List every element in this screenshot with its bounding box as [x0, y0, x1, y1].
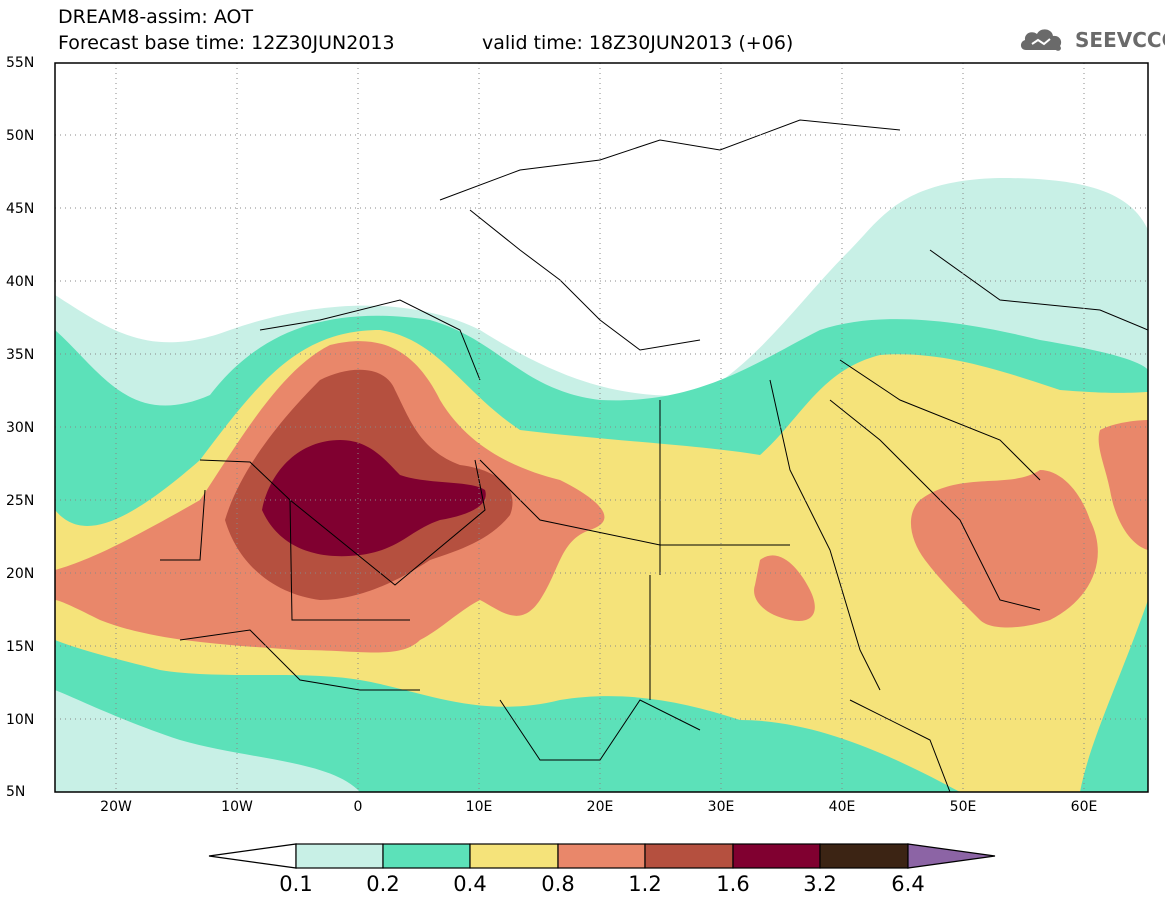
y-tick-label: 30N	[6, 420, 35, 436]
y-tick-label: 50N	[6, 128, 35, 144]
colorbar-label: 0.8	[541, 872, 575, 896]
colorbar-swatch-0.1	[295, 843, 384, 869]
x-tick-label: 40E	[828, 799, 856, 815]
colorbar-label: 6.4	[891, 872, 925, 896]
aot-band-0.8-sudan	[754, 555, 815, 621]
grid-lines	[55, 63, 1148, 792]
colorbar-label: 3.2	[803, 872, 837, 896]
y-tick-label: 35N	[6, 347, 35, 363]
colorbar-swatch-1.6	[732, 843, 821, 869]
y-tick-label: 5N	[6, 784, 26, 800]
map-frame	[54, 62, 1149, 793]
colorbar-label: 0.2	[366, 872, 400, 896]
coastlines-borders	[160, 119, 1148, 792]
colorbar-label: 0.1	[279, 872, 313, 896]
x-tick-label: 50E	[949, 799, 977, 815]
x-tick-label: 60E	[1070, 799, 1098, 815]
map-title: DREAM8-assim: AOT	[58, 6, 254, 28]
y-tick-label: 55N	[6, 55, 35, 71]
colorbar-high-arrow	[907, 843, 996, 869]
colorbar	[208, 843, 996, 869]
colorbar-label: 1.6	[716, 872, 750, 896]
colorbar-label: 0.4	[453, 872, 487, 896]
logo-text: SEEVCCC	[1075, 28, 1165, 52]
x-tick-label: 20W	[100, 799, 132, 815]
colorbar-swatch-0.2	[382, 843, 471, 869]
colorbar-swatch-0.4	[469, 843, 559, 869]
aot-band-0.8-arabia	[910, 470, 1098, 628]
colorbar-label: 1.2	[628, 872, 662, 896]
colorbar-swatch-1.2	[644, 843, 734, 869]
y-tick-label: 20N	[6, 566, 35, 582]
forecast-base-time: Forecast base time: 12Z30JUN2013	[58, 32, 395, 54]
aot-band-1.6	[262, 440, 486, 557]
y-tick-label: 15N	[6, 639, 35, 655]
aot-band-0.8-gulf	[1098, 420, 1148, 550]
y-tick-label: 45N	[6, 201, 35, 217]
cloud-icon	[1020, 29, 1062, 51]
aot-field	[55, 63, 1148, 792]
y-tick-label: 25N	[6, 493, 35, 509]
y-tick-label: 40N	[6, 274, 35, 290]
x-tick-label: 0	[353, 799, 363, 815]
colorbar-low-arrow	[208, 843, 297, 869]
colorbar-swatch-0.8	[557, 843, 646, 869]
colorbar-swatch-3.2	[819, 843, 909, 869]
y-tick-label: 10N	[6, 712, 35, 728]
x-tick-label: 30E	[707, 799, 735, 815]
x-tick-label: 10E	[465, 799, 493, 815]
valid-time: valid time: 18Z30JUN2013 (+06)	[482, 32, 794, 54]
x-tick-label: 20E	[586, 799, 614, 815]
x-tick-label: 10W	[221, 799, 253, 815]
